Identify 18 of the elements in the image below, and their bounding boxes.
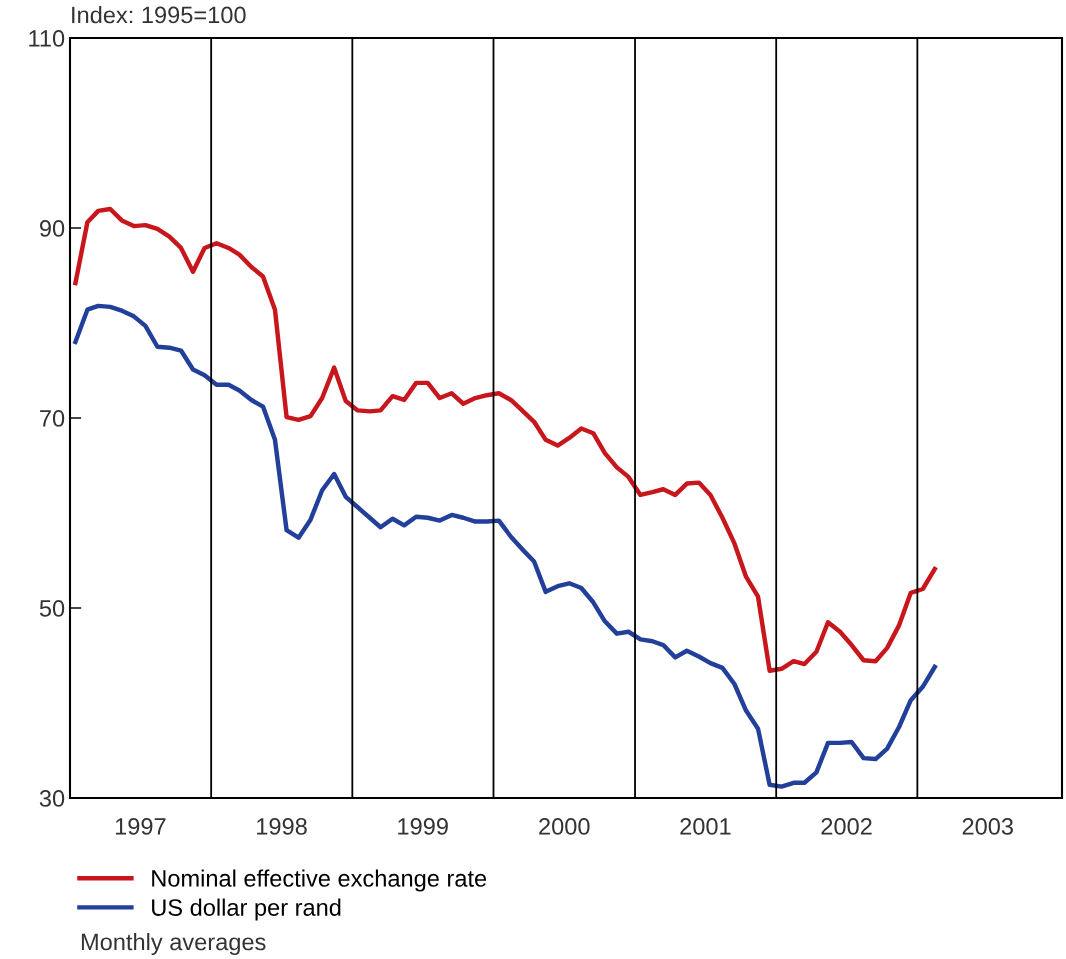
x-tick-label: 1999	[398, 818, 448, 835]
x-tick-label: 2002	[821, 818, 872, 835]
line-series	[73, 206, 937, 673]
x-tick-label: 2001	[680, 818, 731, 835]
line-series	[73, 303, 937, 789]
y-tick-label: 30	[39, 790, 65, 807]
text: Monthly averages	[81, 932, 266, 956]
y-tick-label: 50	[39, 600, 65, 617]
x-tick-label: 1998	[257, 818, 307, 835]
y-tick-label: 110	[29, 30, 65, 47]
y-tick-label: 70	[40, 410, 65, 427]
x-tick-label: 2003	[962, 818, 1013, 835]
legend-label: US dollar per rand	[152, 898, 341, 921]
x-tick-label: 2000	[539, 818, 590, 835]
legend-label: Nominal effective exchange rate	[152, 869, 487, 892]
x-tick-label: 1997	[115, 818, 166, 835]
y-axis-title: Index: 1995=100	[72, 5, 246, 24]
y-tick-label: 90	[39, 220, 65, 237]
